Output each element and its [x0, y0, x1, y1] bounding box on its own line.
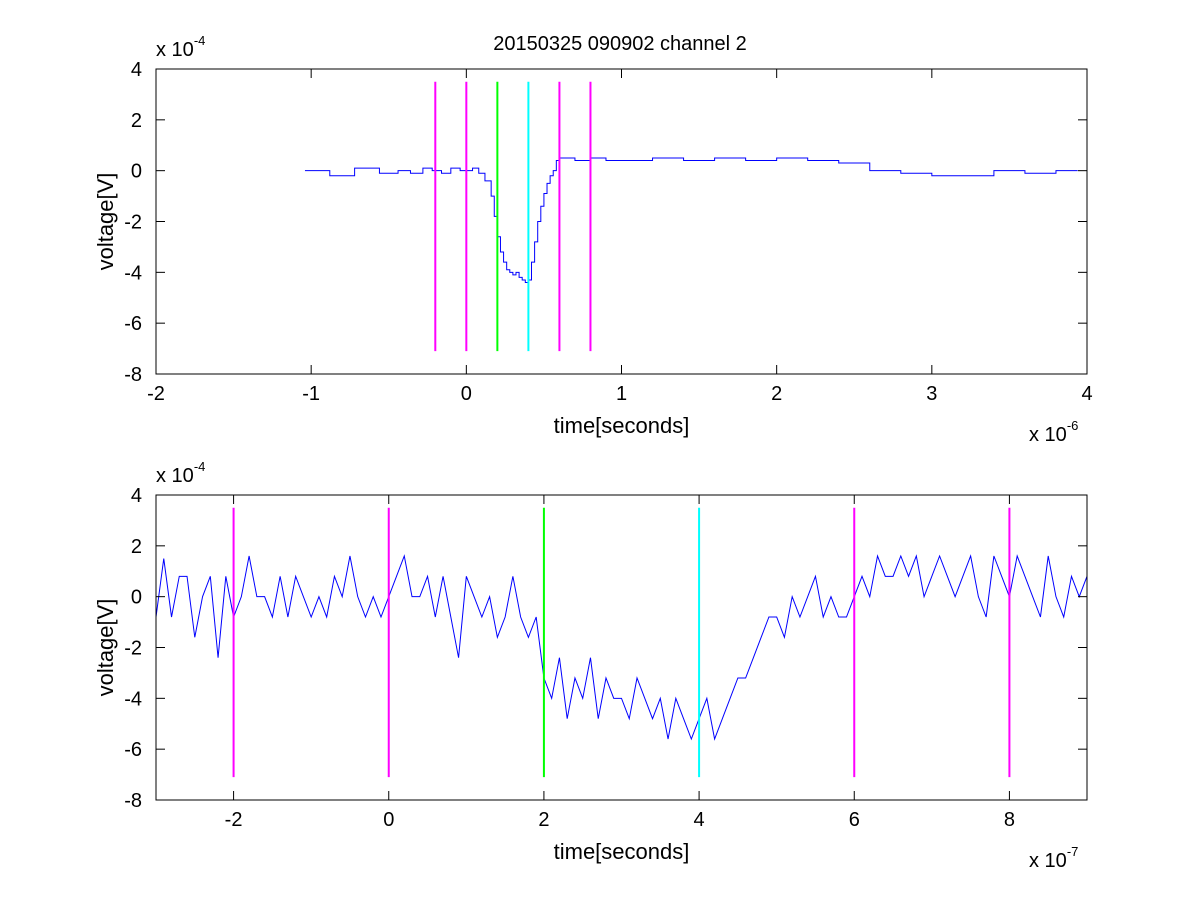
y-tick-label: -6	[124, 313, 142, 335]
voltage-trace	[304, 157, 1078, 283]
x-axis-label: time[seconds]	[554, 839, 690, 864]
y-tick-label: -2	[124, 212, 142, 234]
y-tick-label: 0	[131, 161, 142, 183]
x-tick-label: 0	[383, 809, 394, 831]
x-tick-label: 0	[461, 383, 472, 405]
y-tick-label: 4	[131, 485, 142, 507]
x-tick-label: -1	[302, 383, 320, 405]
x-axis-label: time[seconds]	[554, 413, 690, 438]
y-axis-exponent: x 10-4	[156, 33, 205, 61]
x-axis-exponent: x 10-6	[1029, 418, 1078, 446]
y-tick-label: -6	[124, 739, 142, 761]
x-tick-label: 6	[849, 809, 860, 831]
figure-title: 20150325 090902 channel 2	[493, 33, 747, 55]
y-tick-label: -4	[124, 688, 142, 710]
x-tick-label: 2	[771, 383, 782, 405]
y-tick-label: -8	[124, 790, 142, 812]
y-tick-label: 2	[131, 536, 142, 558]
y-axis-exponent: x 10-4	[156, 459, 205, 487]
y-tick-label: -2	[124, 638, 142, 660]
x-tick-label: -2	[225, 809, 243, 831]
y-tick-label: 4	[131, 59, 142, 81]
x-tick-label: 1	[616, 383, 627, 405]
y-tick-label: -4	[124, 262, 142, 284]
x-tick-label: 4	[1081, 383, 1092, 405]
y-tick-label: 2	[131, 110, 142, 132]
voltage-trace	[156, 554, 1087, 741]
x-tick-label: -2	[147, 383, 165, 405]
x-tick-label: 3	[926, 383, 937, 405]
y-tick-label: -8	[124, 364, 142, 386]
y-axis-label: voltage[V]	[93, 599, 118, 697]
y-tick-label: 0	[131, 587, 142, 609]
x-tick-label: 8	[1004, 809, 1015, 831]
x-axis-exponent: x 10-7	[1029, 844, 1078, 872]
x-tick-label: 4	[694, 809, 705, 831]
x-tick-label: 2	[538, 809, 549, 831]
bottom-subplot: -2 0 2 4 6 8-8-6-4-2024time[seconds]voltage[V…	[93, 459, 1088, 872]
y-axis-label: voltage[V]	[93, 173, 118, 271]
top-subplot: -2 -1 0 1 2 3 4 -8 -6 -4 -2 0 2 4 time[seconds] voltage…	[93, 33, 1093, 446]
